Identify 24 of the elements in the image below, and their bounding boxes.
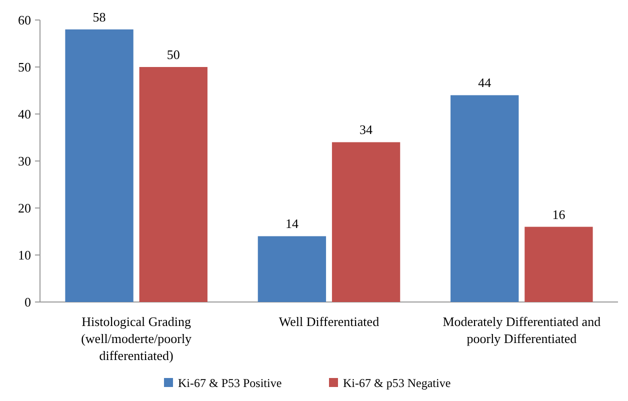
- bar: [524, 226, 593, 302]
- data-label: 50: [166, 47, 180, 62]
- x-tick-label: Histological Grading (well/moderte/poorly differentiated): [81, 314, 192, 363]
- bar: [332, 142, 400, 302]
- y-tick-label: 20: [18, 200, 31, 216]
- y-tick-label: 60: [18, 12, 31, 28]
- data-label: 14: [285, 216, 299, 232]
- legend-label: Ki-67 & P53 Positive: [178, 376, 282, 390]
- x-tick-label: Well Differentiated: [278, 314, 380, 329]
- y-tick-label: 0: [24, 294, 31, 310]
- bar: [450, 95, 519, 302]
- bar: [139, 67, 208, 302]
- bar: [65, 29, 134, 302]
- y-tick-label: 30: [18, 154, 31, 169]
- data-label: 58: [92, 9, 106, 24]
- y-tick-label: 40: [18, 106, 31, 122]
- data-label: 44: [478, 75, 492, 90]
- x-tick-label: Moderately Differentiated and poorly Differentiated: [442, 314, 602, 346]
- data-label: 34: [360, 122, 374, 138]
- data-label: 16: [552, 206, 566, 222]
- bar: [258, 236, 326, 302]
- legend-label: Ki-67 & p53 Negative: [343, 376, 451, 390]
- y-tick-label: 10: [18, 248, 31, 263]
- y-tick-label: 50: [18, 60, 31, 75]
